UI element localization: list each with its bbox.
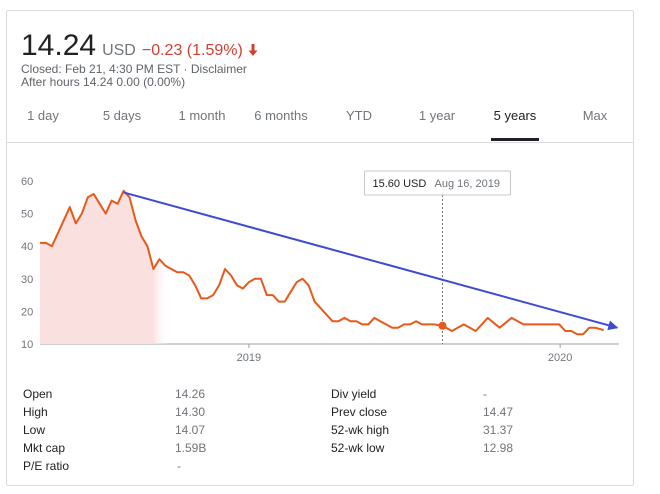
y-tick-label: 30 xyxy=(21,274,33,286)
stat-value-low: 14.07 xyxy=(175,423,206,437)
arrow-down-icon xyxy=(248,44,258,56)
tooltip-box xyxy=(363,170,511,196)
currency-label: USD xyxy=(102,42,136,59)
stat-label-mkt-cap: Mkt cap xyxy=(23,441,66,455)
tooltip-price: 15.60 USD xyxy=(372,178,426,190)
trend-arrow xyxy=(123,191,619,331)
tab-5-years[interactable]: 5 years xyxy=(491,101,539,143)
stat-label-52wk-low: 52-wk low xyxy=(331,441,385,455)
stat-value-52wk-high: 31.37 xyxy=(483,423,514,437)
tab-label: 5 years xyxy=(493,108,537,123)
tooltip-date: Aug 16, 2019 xyxy=(434,178,499,190)
tabs-divider xyxy=(7,142,633,143)
stat-value-mkt-cap: 1.59B xyxy=(175,441,207,455)
y-tick-label: 50 xyxy=(21,209,33,221)
price-area-fill xyxy=(40,190,604,344)
stat-value-pe-ratio: - xyxy=(177,459,181,473)
tab-label: 1 month xyxy=(178,108,226,123)
tab-1-month[interactable]: 1 month xyxy=(171,101,233,143)
stat-label-52wk-high: 52-wk high xyxy=(331,423,390,437)
x-tick-label: 2020 xyxy=(548,352,572,364)
y-tick-label: 10 xyxy=(21,339,33,351)
tab-1-year[interactable]: 1 year xyxy=(409,101,465,143)
stat-value-div-yield: - xyxy=(483,387,487,401)
tab-1-day[interactable]: 1 day xyxy=(15,101,71,143)
tab-label: 5 days xyxy=(102,108,142,123)
y-tick-label: 60 xyxy=(21,176,33,188)
stat-label-low: Low xyxy=(23,423,46,437)
stat-label-high: High xyxy=(23,405,48,419)
stat-label-prev-close: Prev close xyxy=(331,405,388,419)
tab-label: 1 day xyxy=(27,108,59,123)
stat-label-div-yield: Div yield xyxy=(331,387,377,401)
stat-value-prev-close: 14.47 xyxy=(483,405,514,419)
y-tick-label: 20 xyxy=(21,306,33,318)
stock-card: 14.24 USD −0.23 (1.59%) Closed: Feb 21, 4:… xyxy=(6,10,634,486)
stat-value-open: 14.26 xyxy=(175,387,206,401)
tab-label: Max xyxy=(582,108,608,123)
stat-label-pe-ratio: P/E ratio xyxy=(23,459,70,473)
tab-ytd[interactable]: YTD xyxy=(333,101,385,143)
stat-value-52wk-low: 12.98 xyxy=(483,441,514,455)
price-change: −0.23 (1.59%) xyxy=(141,42,243,59)
range-tabs: 1 day 5 days 1 month 6 months YTD 1 year… xyxy=(7,101,633,143)
tab-label: 1 year xyxy=(418,108,456,123)
tab-label: 6 months xyxy=(254,108,308,123)
tab-5-days[interactable]: 5 days xyxy=(95,101,149,143)
hover-point xyxy=(438,321,447,330)
tab-label: YTD xyxy=(346,108,372,123)
stat-label-open: Open xyxy=(23,387,53,401)
y-tick-label: 40 xyxy=(21,241,33,253)
tab-max[interactable]: Max xyxy=(573,101,617,143)
price-row: 14.24 USD −0.23 (1.59%) xyxy=(21,29,258,63)
x-tick-label: 2019 xyxy=(237,352,261,364)
stat-value-high: 14.30 xyxy=(175,405,206,419)
closed-status: Closed: Feb 21, 4:30 PM EST · Disclaimer xyxy=(21,62,247,76)
tab-6-months[interactable]: 6 months xyxy=(247,101,315,143)
after-hours-status: After hours 14.24 0.00 (0.00%) xyxy=(21,75,186,89)
price-chart[interactable]: 10 20 30 40 50 60 2019 2020 15.60 USD Aug 16, 201… xyxy=(7,11,633,381)
active-tab-indicator xyxy=(491,138,539,141)
current-price: 14.24 xyxy=(21,29,97,62)
